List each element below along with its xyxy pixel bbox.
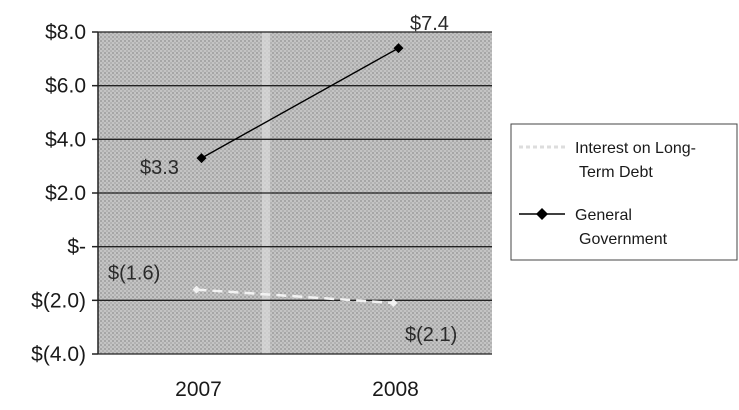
data-label-general: $7.4 bbox=[410, 13, 449, 35]
series-point-interest bbox=[389, 299, 398, 308]
x-tick-label: 2007 bbox=[175, 378, 222, 401]
legend-label-interest-line2: Term Debt bbox=[579, 164, 653, 181]
x-axis-ticks: 2007 2008 bbox=[175, 378, 419, 401]
legend: Interest on Long- Term Debt General Gove… bbox=[510, 123, 738, 261]
y-tick-label: $2.0 bbox=[45, 182, 86, 205]
legend-label-general-line2: Government bbox=[579, 231, 668, 248]
data-label-general: $3.3 bbox=[140, 157, 179, 179]
data-labels: $(1.6) $(2.1) $3.3 $7.4 bbox=[108, 13, 457, 346]
data-label-interest: $(2.1) bbox=[405, 324, 457, 346]
y-axis-ticks: $8.0 $6.0 $4.0 $2.0 $- $(2.0) $(4.0) bbox=[31, 21, 98, 366]
legend-label-interest-line1: Interest on Long- bbox=[575, 140, 696, 157]
series-line-interest bbox=[196, 288, 394, 305]
series-point-general bbox=[196, 153, 207, 164]
y-tick-label: $- bbox=[67, 236, 86, 259]
legend-diamond-icon bbox=[536, 208, 548, 220]
y-tick-label: $4.0 bbox=[45, 128, 86, 151]
y-tick-label: $8.0 bbox=[45, 21, 86, 44]
series-line-general bbox=[201, 47, 399, 159]
x-tick-label: 2008 bbox=[372, 378, 419, 401]
y-tick-label: $6.0 bbox=[45, 75, 86, 98]
data-label-interest: $(1.6) bbox=[108, 263, 160, 285]
y-tick-label: $(4.0) bbox=[31, 343, 86, 366]
gridlines bbox=[98, 31, 492, 355]
legend-label-general-line1: General bbox=[575, 207, 632, 224]
series-layer bbox=[192, 43, 404, 308]
y-tick-label: $(2.0) bbox=[31, 289, 86, 312]
series-point-general bbox=[393, 43, 404, 54]
series-point-interest bbox=[192, 285, 201, 294]
